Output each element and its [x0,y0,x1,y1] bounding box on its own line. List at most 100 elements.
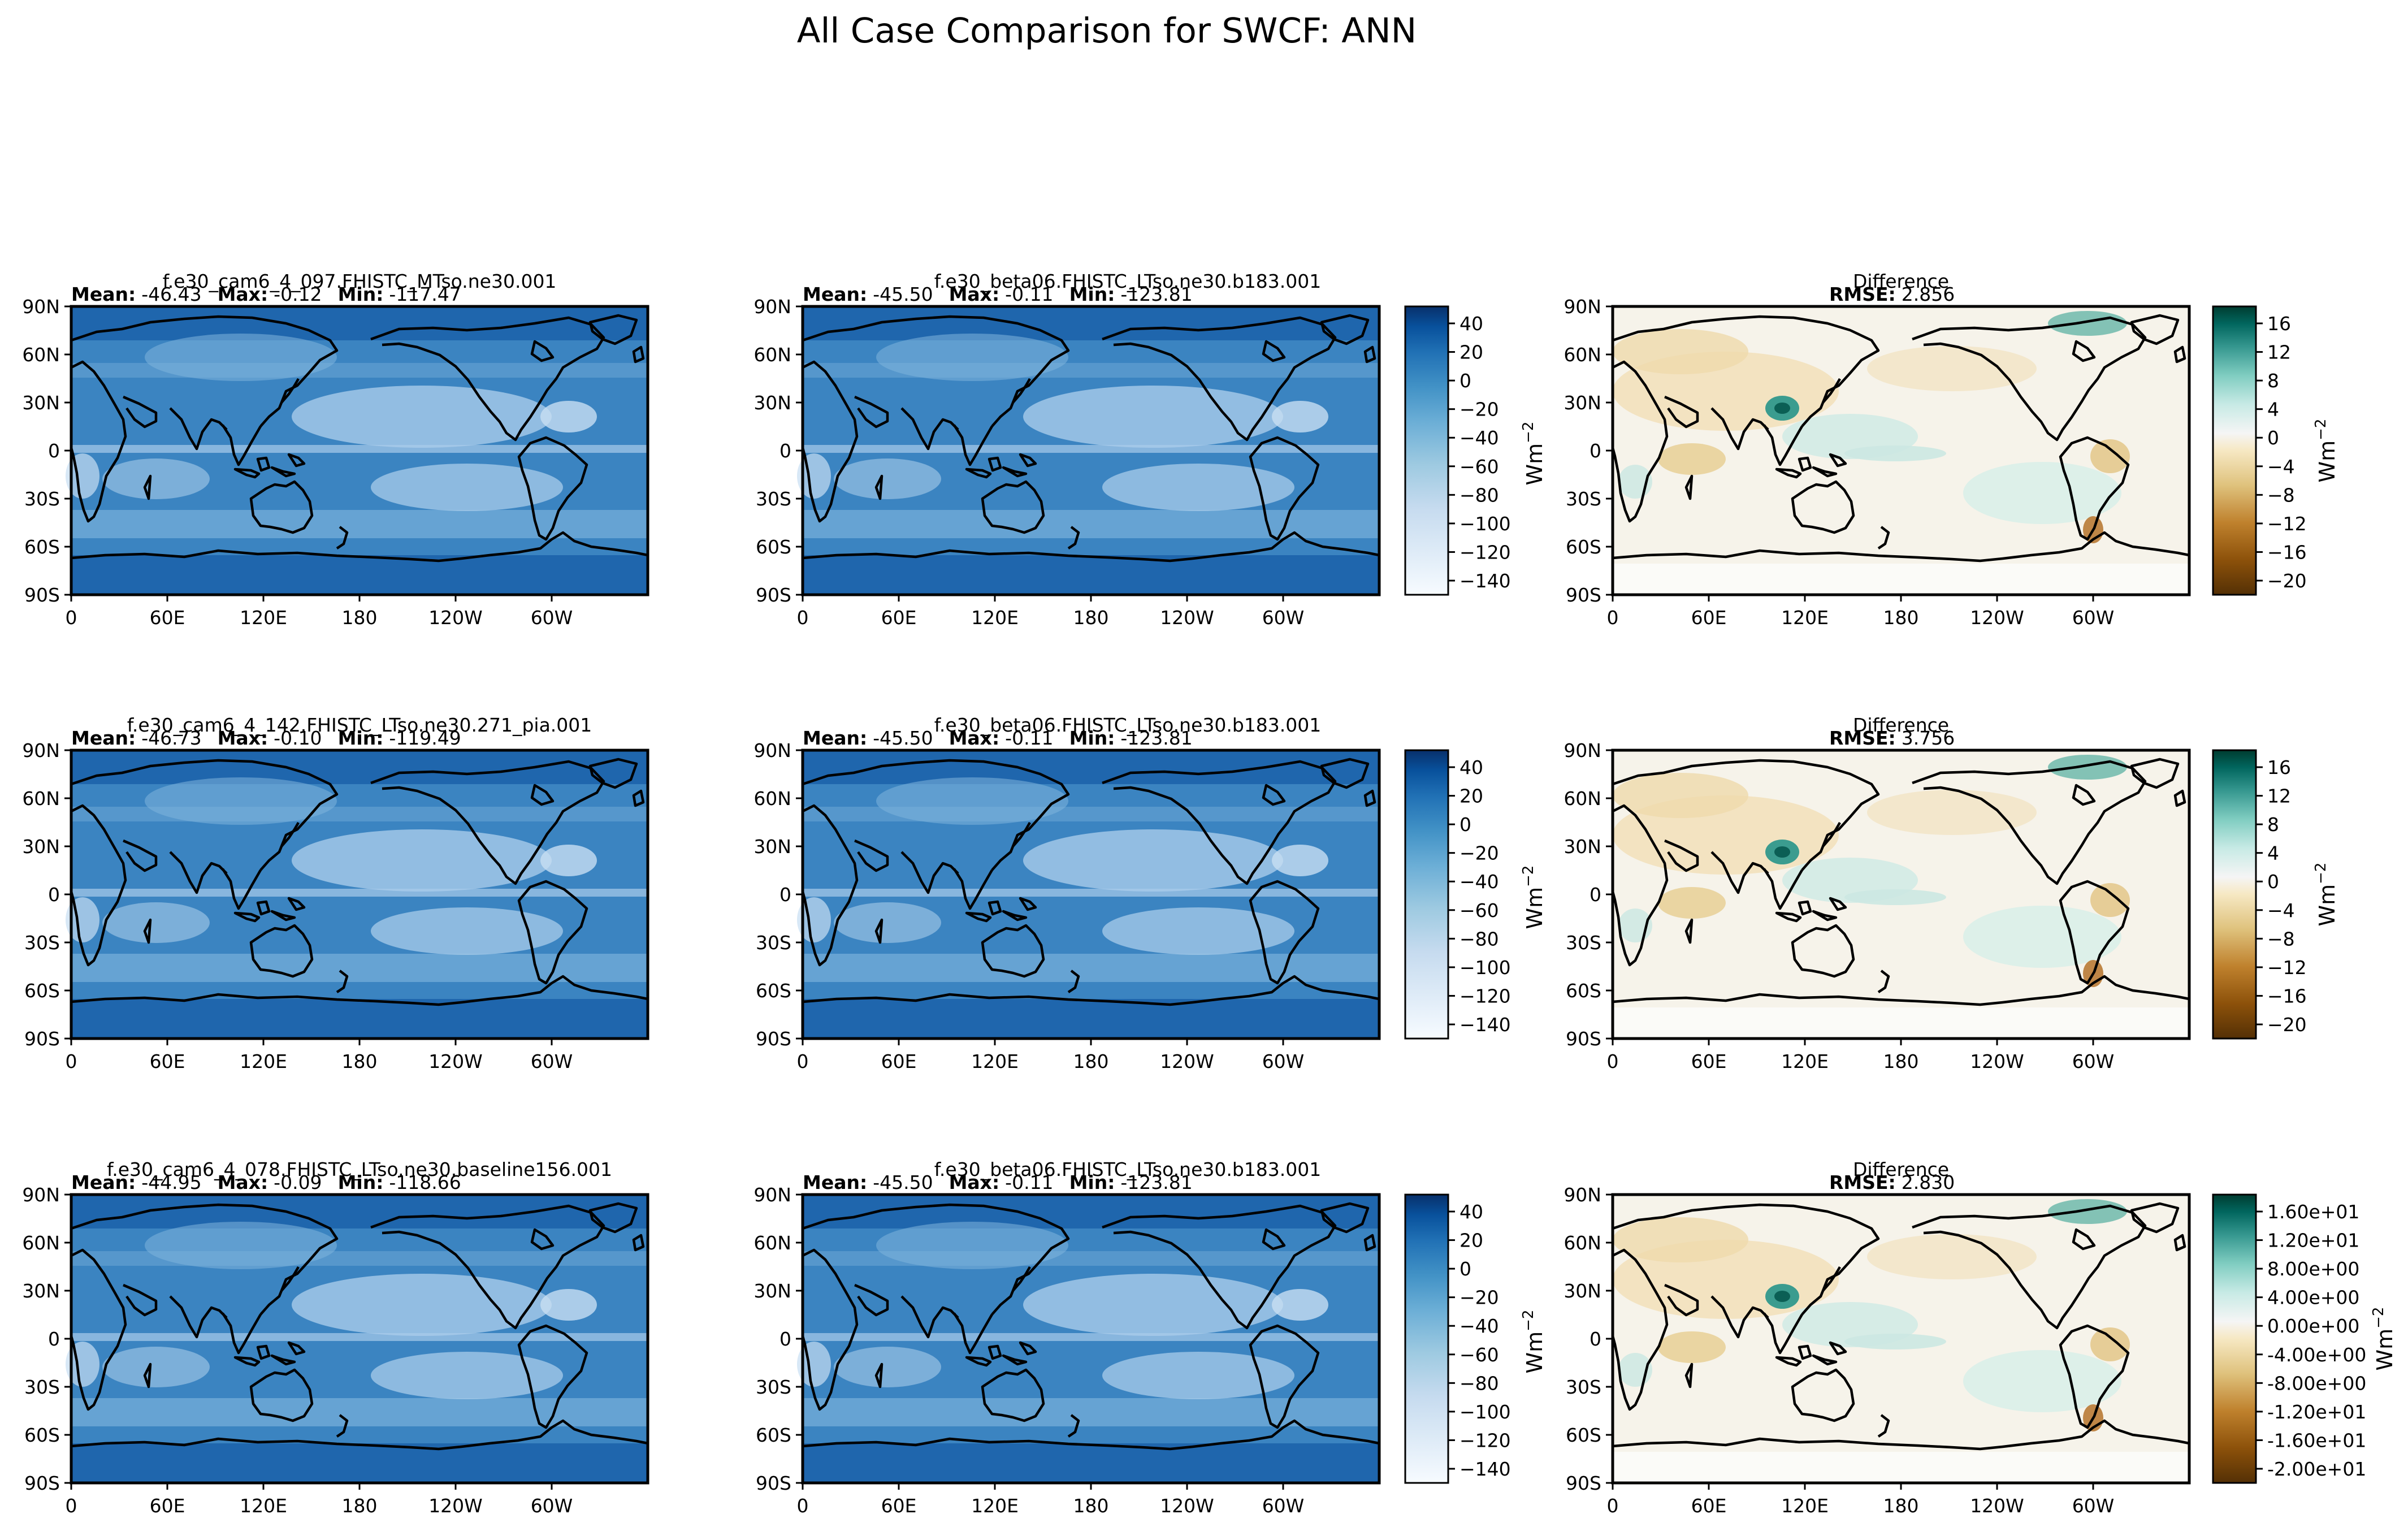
colorbar-tick-label: 8 [2267,370,2279,392]
min-label: Min: [1069,1171,1115,1193]
rmse-label: RMSE: [1829,283,1896,305]
unit-label: Wm−2 [1520,866,1547,929]
min-value: -117.47 [389,283,461,305]
lon-tick-label: 180 [342,1050,378,1072]
colorbar-tick-label: −100 [1459,957,1511,979]
mean-value: -46.73 [141,727,201,749]
colorbar-tick-label: 0 [1459,370,1471,392]
rmse-line: RMSE: 2.856 [1829,283,1955,305]
lon-tick-label: 60E [881,1050,917,1072]
lon-tick-label: 180 [1883,1495,1919,1517]
field-colorbar: 40 20 0 −20 −40 −60 −80 −100 −120 −140 [1404,749,1511,1040]
lon-tick-label: 120E [971,607,1019,629]
stats-line: Mean: -45.50 Max: -0.11 Min: -123.81 [803,1171,1193,1193]
stats-line: Mean: -46.43 Max: -0.12 Min: -117.47 [71,283,461,305]
test-case-name: f.e30_cam6_4_097.FHISTC_MTso.ne30.001 [163,270,557,292]
rmse-line: RMSE: 3.756 [1829,727,1955,749]
max-value: -0.11 [1005,283,1053,305]
test-contour-fill [66,1195,648,1483]
rmse-value: 2.830 [1902,1171,1955,1193]
lat-tick-label: 90N [1564,1184,1601,1206]
lon-tick-label: 120W [428,1495,483,1517]
test-case-name: f.e30_cam6_4_078.FHISTC_LTso.ne30.baseli… [107,1158,612,1180]
max-value: -0.11 [1005,727,1053,749]
lat-tick-label: 30S [1566,488,1601,510]
lon-tick-label: 120W [428,607,483,629]
max-value: -0.12 [274,283,322,305]
colorbar-tick-label: 4 [2267,842,2279,864]
stats-line: Mean: -45.50 Max: -0.11 Min: -123.81 [803,283,1193,305]
mean-label: Mean: [71,283,136,305]
lon-tick-label: 0 [797,607,809,629]
lon-tick-label: 180 [1073,1050,1109,1072]
colorbar-tick-label: −40 [1459,1315,1499,1337]
colorbar-tick-label: −20 [1459,399,1499,421]
diff-title: Difference [1853,714,1949,736]
min-value: -123.81 [1120,727,1192,749]
lat-tick-label: 60N [1564,1232,1601,1254]
min-value: -119.49 [389,727,461,749]
panel-row-3: 90N 60N 30N 0 30S 60S 90S 0 60E 120E 180 120W 60W f.e… [22,1158,2397,1517]
lat-tick-label: 90N [753,296,791,318]
min-label: Min: [338,283,384,305]
colorbar-tick-label: 40 [1459,313,1483,335]
rmse-label: RMSE: [1829,727,1896,749]
lat-tick-label: 90N [1564,739,1601,762]
lat-tick-label: 90N [22,1184,60,1206]
unit-base: Wm [2315,884,2340,927]
max-label: Max: [949,1171,1000,1193]
lat-tick-label: 60N [1564,788,1601,810]
lon-tick-label: 60W [1262,607,1305,629]
lon-tick-label: 120W [1970,1495,2024,1517]
diff-colorbar: 16 12 8 4 0 −4 −8 −12 −16 −20 [2212,305,2307,596]
min-value: -123.81 [1120,283,1192,305]
lat-tick-label: 0 [779,440,791,462]
lat-tick-label: 90S [24,584,60,606]
field-colorbar-bar [1404,305,1449,596]
lon-tick-label: 60W [531,1050,573,1072]
lat-tick-label: 60S [756,536,791,558]
lat-tick-label: 30S [24,932,60,954]
colorbar-tick-label: −60 [1459,1344,1499,1366]
colorbar-tick-label: -1.20e+01 [2267,1401,2366,1423]
colorbar-tick-label: 8 [2267,814,2279,836]
unit-label: Wm−2 [1520,422,1547,486]
lat-tick-label: 90S [1566,1028,1601,1050]
lat-tick-label: 30S [756,932,791,954]
mean-value: -45.50 [873,283,933,305]
lon-tick-label: 120W [1160,607,1214,629]
lon-tick-label: 120E [1781,1495,1829,1517]
lat-tick-label: 60N [22,788,60,810]
colorbar-tick-label: −60 [1459,456,1499,478]
mean-label: Mean: [803,727,867,749]
diff-contour-fill [1613,306,2189,595]
colorbar-tick-label: -2.00e+01 [2267,1458,2366,1480]
colorbar-tick-label: −60 [1459,899,1499,922]
colorbar-tick-label: −100 [1459,513,1511,535]
lon-tick-label: 60W [1262,1050,1305,1072]
diff-map: 90N 60N 30N 0 30S 60S 90S 0 60E 120E 180 120W 60W [1564,1184,2191,1517]
colorbar-tick-label: 20 [1459,785,1483,807]
rmse-line: RMSE: 2.830 [1829,1171,1955,1193]
colorbar-tick-label: −20 [2267,1014,2307,1036]
colorbar-tick-label: −4 [2267,456,2295,478]
lat-tick-label: 30N [1564,392,1601,414]
lat-tick-label: 60N [22,1232,60,1254]
mean-value: -44.95 [141,1171,201,1193]
lon-tick-label: 0 [66,1495,77,1517]
lon-tick-label: 120E [971,1495,1019,1517]
lat-tick-label: 60N [753,344,791,366]
colorbar-tick-label: 1.20e+01 [2267,1230,2359,1252]
colorbar-tick-label: 0 [2267,871,2279,893]
ref-case-name: f.e30_beta06.FHISTC_LTso.ne30.b183.001 [934,270,1322,292]
colorbar-tick-label: 0 [1459,1258,1471,1280]
lon-tick-label: 60W [2072,1050,2115,1072]
mean-label: Mean: [71,1171,136,1193]
lat-tick-label: 90S [1566,584,1601,606]
lon-tick-label: 120E [1781,607,1829,629]
unit-base: Wm [2315,440,2340,483]
colorbar-tick-label: −20 [1459,1287,1499,1309]
lon-tick-label: 60W [1262,1495,1305,1517]
field-colorbar-bar [1404,1193,1449,1484]
